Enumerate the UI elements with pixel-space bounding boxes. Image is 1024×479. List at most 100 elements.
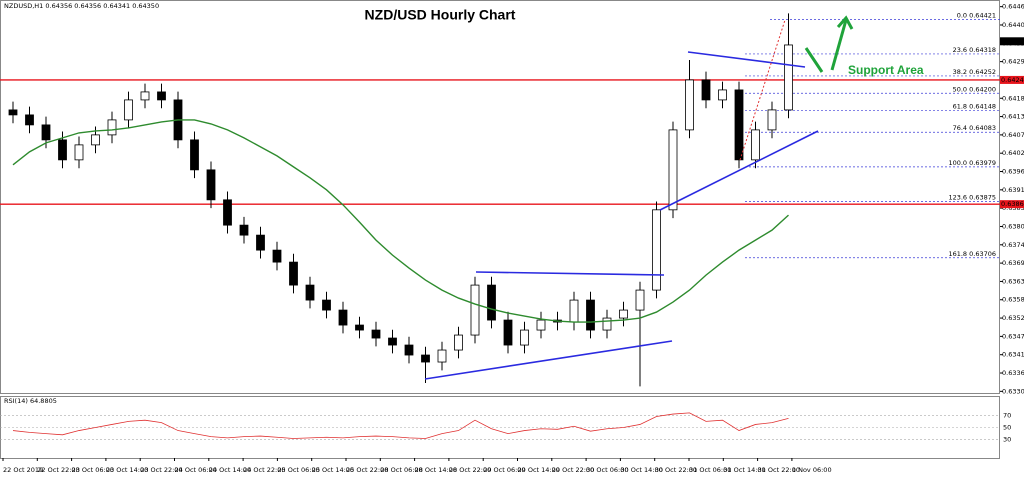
x-tick-label: 29 Oct 22:00 xyxy=(552,466,594,474)
fib-label: 23.6 0.64318 xyxy=(953,46,996,54)
chart-title: NZD/USD Hourly Chart xyxy=(365,7,516,23)
candle-body xyxy=(322,299,331,311)
y-tick-label: 0.64075 xyxy=(1002,131,1024,139)
x-tick-label: 23 Oct 06:00 xyxy=(72,466,114,474)
fib-label: 76.4 0.64083 xyxy=(953,124,996,132)
fib-label: 38.2 0.64252 xyxy=(953,68,996,76)
candle-body xyxy=(503,319,513,346)
x-tick-label: 30 Oct 14:00 xyxy=(620,466,662,474)
fib-label: 161.8 0.63706 xyxy=(948,250,996,258)
header: NZDUSD,H1 0.64356 0.64356 0.64341 0.6435… xyxy=(4,2,159,10)
x-tick-label: 22 Oct 2019 xyxy=(3,466,43,474)
candle-body xyxy=(355,324,364,331)
candle-body xyxy=(256,234,265,251)
x-tick-label: 25 Oct 06:00 xyxy=(277,466,319,474)
y-tick-label: 0.64295 xyxy=(1002,58,1024,66)
candle-body xyxy=(388,337,397,346)
rsi-tick-label: 70 xyxy=(1003,411,1011,419)
candle-body xyxy=(602,317,612,331)
level-box xyxy=(1000,75,1024,84)
candle-body xyxy=(206,169,216,201)
candle-body xyxy=(190,139,199,171)
y-tick-label: 0.63525 xyxy=(1002,314,1024,322)
fib-anchor xyxy=(739,19,786,161)
candle-body xyxy=(289,261,298,286)
candle-body xyxy=(701,79,711,101)
candle-body xyxy=(586,299,595,331)
y-tick-label: 0.63745 xyxy=(1002,241,1024,249)
candle-body xyxy=(784,44,793,111)
x-tick-label: 24 Oct 06:00 xyxy=(175,466,217,474)
last-price-box xyxy=(1000,37,1024,46)
candle-body xyxy=(25,114,34,126)
level-box xyxy=(1000,200,1024,209)
level-label: 0.63867 xyxy=(1001,200,1024,208)
x-tick-label: 29 Oct 06:00 xyxy=(483,466,525,474)
candle-body xyxy=(569,299,579,323)
rsi-tick-label: 50 xyxy=(1003,424,1011,432)
x-tick-label: 31 Oct 22:00 xyxy=(758,466,800,474)
y-tick-label: 0.63635 xyxy=(1002,277,1024,285)
candle-body xyxy=(520,329,529,346)
candle-body xyxy=(454,334,463,351)
candle-body xyxy=(421,354,430,363)
candle-body xyxy=(272,249,282,263)
trendline xyxy=(687,51,806,68)
rsi-label: RSI(14) 64.8805 xyxy=(4,397,57,405)
x-tick-label: 24 Oct 22:00 xyxy=(243,466,285,474)
candle-body xyxy=(668,129,678,211)
candle-body xyxy=(239,224,249,236)
arrows xyxy=(804,15,854,73)
x-tick-label: 31 Oct 14:00 xyxy=(723,466,765,474)
y-tick-label: 0.63965 xyxy=(1002,168,1024,176)
last-price-label: 0.64356 xyxy=(1001,37,1024,45)
trendline xyxy=(475,271,665,276)
candle-body xyxy=(8,109,18,116)
candle-body xyxy=(140,91,150,101)
y-tick-label: 0.63305 xyxy=(1002,387,1024,395)
candle-body xyxy=(635,289,645,311)
x-tick-label: 30 Oct 06:00 xyxy=(586,466,628,474)
candle-body xyxy=(157,91,166,101)
fib-label: 123.6 0.63875 xyxy=(948,193,996,201)
candle-body xyxy=(371,329,381,339)
candle-body xyxy=(718,89,727,101)
candle-body xyxy=(74,144,84,161)
candle-body xyxy=(58,139,67,161)
x-tick-label: 28 Oct 14:00 xyxy=(415,466,457,474)
x-tick-label: 23 Oct 22:00 xyxy=(140,466,182,474)
trendline xyxy=(659,130,819,211)
y-tick-label: 0.6336 xyxy=(1002,369,1024,377)
candle-body xyxy=(470,284,480,336)
x-tick-label: 31 Oct 06:00 xyxy=(689,466,731,474)
candle-body xyxy=(487,284,496,321)
moving-average xyxy=(12,119,789,323)
candle-body xyxy=(536,319,546,331)
x-tick-label: 1 Nov 06:00 xyxy=(792,466,832,474)
candle-body xyxy=(437,349,447,363)
fib-label: 61.8 0.64148 xyxy=(953,103,996,111)
x-tick-label: 28 Oct 22:00 xyxy=(449,466,491,474)
candle-body xyxy=(107,119,117,136)
y-tick-label: 0.64185 xyxy=(1002,94,1024,102)
candle-body xyxy=(124,99,133,121)
candle-body xyxy=(652,209,661,291)
main-panel xyxy=(0,0,1000,394)
x-tick-label: 23 Oct 14:00 xyxy=(106,466,148,474)
candle-body xyxy=(734,89,744,161)
rsi-tick-label: 30 xyxy=(1003,436,1011,444)
candle-body xyxy=(685,79,694,131)
candle-body xyxy=(223,199,232,226)
trendlines xyxy=(424,51,819,380)
candle-body xyxy=(91,134,100,146)
candle-body xyxy=(404,344,414,356)
x-tick-label: 30 Oct 22:00 xyxy=(655,466,697,474)
x-tick-label: 22 Oct 22:00 xyxy=(37,466,79,474)
